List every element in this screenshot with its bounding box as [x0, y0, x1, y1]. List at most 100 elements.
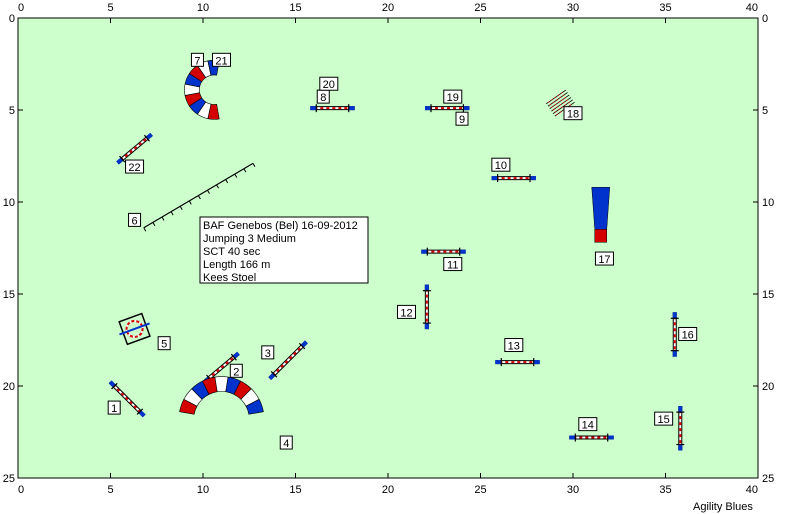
- number-box: [563, 106, 583, 121]
- y-tick-label-right: 20: [762, 381, 774, 393]
- chute-barrel: [594, 229, 607, 243]
- number-box: [397, 304, 416, 319]
- x-tick-label-bottom: 35: [659, 484, 671, 496]
- jump-22: [116, 132, 153, 165]
- jump-stand-left: [111, 382, 118, 390]
- x-tick-label-top: 5: [107, 2, 113, 14]
- obstacle-number-18: 18: [563, 106, 583, 121]
- jump-pole-stripes: [119, 136, 150, 162]
- number-text: 18: [567, 109, 579, 121]
- obstacle-number-4: 4: [279, 435, 293, 450]
- weave-pole: [545, 89, 567, 105]
- jump-14: [569, 433, 614, 442]
- y-tick-label-right: 10: [762, 197, 774, 209]
- x-tick-label-bottom: 40: [746, 484, 758, 496]
- info-line-judge: Kees Stoel: [203, 272, 256, 284]
- jump-12: [422, 284, 431, 330]
- obstacle-number-21: 21: [212, 52, 231, 67]
- jump-wing-right: [232, 351, 240, 359]
- number-text: 19: [447, 92, 459, 104]
- walk-slat: [197, 195, 201, 200]
- number-box: [491, 157, 511, 172]
- x-tick-label-top: 35: [659, 2, 671, 14]
- obstacle-number-20: 20: [319, 76, 339, 91]
- tunnel-segment: [245, 398, 264, 415]
- number-box: [319, 76, 339, 91]
- number-text: 3: [265, 348, 271, 360]
- x-tick-label-bottom: 10: [197, 484, 209, 496]
- jump-stand-left: [119, 155, 126, 163]
- jump-wing-left: [108, 380, 116, 388]
- jump-wing-right: [300, 340, 308, 348]
- number-text: 6: [131, 215, 137, 227]
- x-tick-label-bottom: 15: [289, 484, 301, 496]
- number-box: [504, 338, 524, 353]
- x-tick-label-bottom: 25: [474, 484, 486, 496]
- jump-10: [491, 174, 536, 183]
- jump-stand-left: [270, 371, 278, 378]
- obstacle-number-13: 13: [504, 338, 524, 353]
- number-box: [261, 345, 275, 360]
- jump-stand-right: [298, 342, 306, 350]
- jump-wing-left: [268, 372, 276, 380]
- number-box: [678, 326, 698, 341]
- walk-slat: [152, 222, 156, 227]
- obstacle-number-6: 6: [128, 212, 142, 227]
- jump-wing-right: [145, 132, 153, 140]
- jump-wing-right: [138, 410, 146, 418]
- y-tick-label-left: 0: [9, 13, 15, 25]
- jump-pole-stripes: [271, 344, 305, 377]
- number-box: [190, 52, 204, 67]
- y-tick-label-left: 5: [9, 105, 15, 117]
- weave-stripe: [554, 100, 572, 113]
- obstacle-number-15: 15: [654, 411, 674, 426]
- number-box: [578, 417, 598, 432]
- chute-fabric: [591, 187, 611, 230]
- jump-19: [425, 104, 470, 113]
- obstacle-number-10: 10: [491, 157, 511, 172]
- number-box: [654, 411, 674, 426]
- obstacle-number-22: 22: [125, 159, 145, 174]
- y-tick-label-left: 10: [3, 197, 15, 209]
- jump-pole-stripes: [112, 383, 143, 414]
- number-text: 17: [598, 254, 610, 266]
- number-text: 16: [682, 329, 694, 341]
- y-tick-label-right: 25: [762, 473, 774, 485]
- obstacle-number-16: 16: [678, 326, 698, 341]
- jump-13: [495, 358, 540, 367]
- jump-wing-left: [116, 157, 124, 165]
- x-tick-label-bottom: 0: [18, 484, 24, 496]
- y-tick-label-right: 15: [762, 289, 774, 301]
- info-line-class: Jumping 3 Medium: [203, 233, 296, 245]
- x-tick-label-bottom: 20: [382, 484, 394, 496]
- jump-stand-right: [143, 134, 150, 142]
- jump-stand-right: [230, 353, 237, 361]
- obstacle-number-7: 7: [190, 52, 204, 67]
- number-text: 1: [111, 403, 117, 415]
- y-tick-label-right: 5: [762, 105, 768, 117]
- number-text: 8: [320, 92, 326, 104]
- jump-1: [108, 380, 146, 418]
- chute-17: [591, 187, 611, 243]
- walk-slat: [234, 173, 238, 178]
- number-box: [107, 400, 121, 415]
- obstacle-number-2: 2: [229, 363, 243, 378]
- walk-slat: [188, 200, 192, 205]
- number-box: [455, 111, 469, 126]
- number-text: 7: [194, 55, 200, 67]
- number-box: [128, 212, 142, 227]
- walk-slat: [216, 184, 220, 189]
- tire-5: [118, 312, 151, 346]
- y-tick-label-left: 20: [3, 381, 15, 393]
- number-text: 12: [400, 307, 412, 319]
- number-text: 10: [495, 160, 507, 172]
- number-text: 14: [582, 420, 594, 432]
- walk-slat: [170, 211, 174, 216]
- number-box: [443, 257, 463, 272]
- x-tick-label-top: 20: [382, 2, 394, 14]
- number-text: 11: [447, 260, 458, 272]
- obstacle-number-14: 14: [578, 417, 598, 432]
- y-tick-label-left: 15: [3, 289, 15, 301]
